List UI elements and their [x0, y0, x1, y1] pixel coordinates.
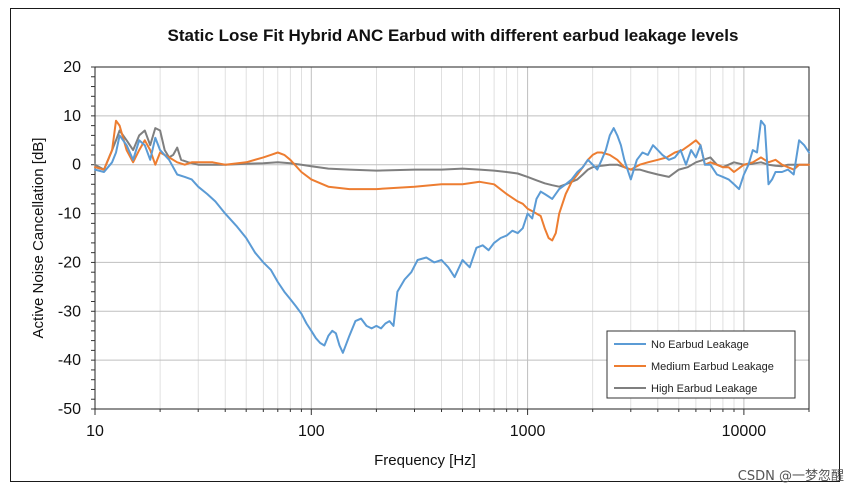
chart-frame	[10, 8, 840, 482]
y-axis-label: Active Noise Cancellation [dB]	[30, 138, 47, 339]
y-tick-label: -50	[58, 401, 81, 418]
y-tick-label: 10	[63, 108, 81, 125]
y-tick-label: -20	[58, 254, 81, 271]
legend-label: High Earbud Leakage	[651, 383, 757, 395]
series-lines	[94, 119, 810, 354]
watermark: CSDN @一梦忽醒	[737, 469, 844, 484]
y-tick-label: -40	[58, 352, 81, 369]
x-axis-label: Frequency [Hz]	[374, 452, 476, 469]
x-tick-label: 10	[86, 423, 104, 440]
plot-area-border	[94, 66, 810, 410]
series-line-medium-earbud-leakage	[94, 119, 810, 242]
chart-title: Static Lose Fit Hybrid ANC Earbud with d…	[168, 26, 739, 45]
y-tick-label: -10	[58, 206, 81, 223]
x-tick-label: 1000	[510, 423, 546, 440]
legend-label: Medium Earbud Leakage	[651, 361, 774, 373]
y-tick-label: 20	[63, 59, 81, 76]
legend-box	[606, 330, 796, 399]
legend-label: No Earbud Leakage	[651, 339, 749, 351]
legend: No Earbud Leakage Medium Earbud Leakage Hi…	[606, 330, 796, 399]
y-tick-labels: 20 10 0 -10 -20 -30 -40 -50	[58, 59, 81, 418]
x-tick-label: 100	[298, 423, 325, 440]
series-line-high-earbud-leakage	[94, 127, 810, 188]
x-tick-label: 10000	[722, 423, 767, 440]
series-line-no-earbud-leakage	[94, 119, 810, 354]
y-tick-label: 0	[72, 157, 81, 174]
y-tick-label: -30	[58, 303, 81, 320]
x-tick-labels: 10 100 1000 10000	[86, 423, 766, 440]
minor-ticks	[91, 66, 810, 415]
